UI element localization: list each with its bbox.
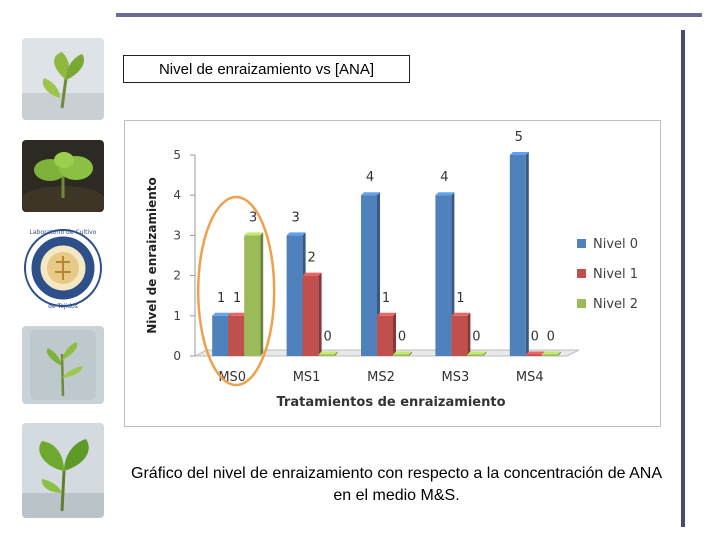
y-tick-label: 3 [173,228,181,242]
data-label: 0 [398,330,406,345]
bar-side [334,351,338,356]
bar-ms4-nivel-1 [525,354,542,356]
data-label: 1 [382,291,390,306]
bar-ms3-nivel-2 [467,354,484,356]
chart-frame: 0 1 2 3 4 5 Nivel de enraizamiento 1 1 3 MS0 3 2 0 MS1… [124,120,661,427]
bar-ms0-nivel-0 [212,315,229,356]
bar-ms3-nivel-0 [435,195,452,356]
bar-ms4-nivel-2 [541,354,558,356]
highlight-ellipse [196,195,276,387]
bar-ms0-nivel-1 [228,315,245,356]
legend-label: Nivel 2 [593,297,638,312]
bar-top [509,152,529,155]
data-label: 1 [217,291,225,306]
bar-top [435,192,455,196]
y-tick-label: 1 [173,309,181,323]
top-rule [116,13,702,17]
data-label: 2 [307,251,315,266]
svg-text:de Tejidos: de Tejidos [48,303,78,310]
x-axis-title: Tratamientos de enraizamiento [276,395,505,410]
bar-top [451,312,471,316]
bar-ms1-nivel-2 [318,354,335,356]
data-label: 0 [547,330,555,345]
bar-top [212,312,232,316]
bar-side [557,351,561,356]
bar-ms3-nivel-1 [451,315,468,356]
data-label: 0 [323,330,331,345]
data-label: 0 [531,330,539,345]
y-tick-label: 4 [173,188,181,202]
x-tick-label: MS1 [293,370,321,385]
y-axis-title: Nivel de enraizamiento [145,177,159,334]
bar-top [525,351,545,355]
bar-side [318,272,322,356]
data-label: 1 [456,291,464,306]
plantlet-jar-photo [22,326,104,404]
bar-side [483,351,487,356]
bar-top [228,312,248,316]
bar-top [393,351,412,355]
bar-side [260,232,264,356]
bar-ms2-nivel-1 [377,315,393,356]
bar-side [409,351,412,356]
x-tick-label: MS3 [442,370,470,385]
bar-ms4-nivel-0 [509,155,526,356]
data-label: 1 [233,291,241,306]
bar-top [361,192,380,196]
lab-logo: Laboratorio de Cultivo de Tejidos [22,222,104,310]
slide-title: Nivel de enraizamiento vs [ANA] [123,55,410,83]
data-label: 5 [515,130,523,145]
plant-cutting-photo [22,38,104,120]
bar-top [302,272,322,276]
bar-top [244,232,264,236]
bar-ms2-nivel-0 [361,195,377,356]
seedling-soil-photo [22,140,104,212]
data-label: 4 [366,170,374,185]
legend-swatch [577,239,586,248]
data-label: 4 [440,170,448,185]
bar-ms1-nivel-0 [286,235,303,356]
legend-swatch [577,299,586,308]
legend-label: Nivel 1 [593,267,638,282]
leaf-plantlet-photo [22,423,104,518]
bar-side [525,152,529,356]
data-label: 3 [249,210,257,225]
legend-label: Nivel 0 [593,237,638,252]
data-label: 0 [472,330,480,345]
bar-ms1-nivel-1 [302,275,319,356]
bar-ms0-nivel-2 [244,235,261,356]
right-rule [681,30,685,527]
x-tick-label: MS4 [516,370,544,385]
y-tick-label: 2 [173,269,181,283]
svg-text:Laboratorio de Cultivo: Laboratorio de Cultivo [30,229,97,236]
bar-top [541,351,561,355]
y-tick-label: 0 [173,349,181,363]
bar-side [467,312,471,356]
y-tick-label: 5 [173,148,181,162]
bar-ms2-nivel-2 [393,354,409,356]
bar-top [377,312,396,316]
data-label: 3 [291,210,299,225]
bar-top [467,351,487,355]
x-tick-label: MS2 [367,370,395,385]
chart-caption: Gráfico del nivel de enraizamiento con r… [131,465,662,504]
bar-top [286,232,306,236]
legend-swatch [577,269,586,278]
bar-top [318,351,338,355]
bar-side [393,312,396,356]
